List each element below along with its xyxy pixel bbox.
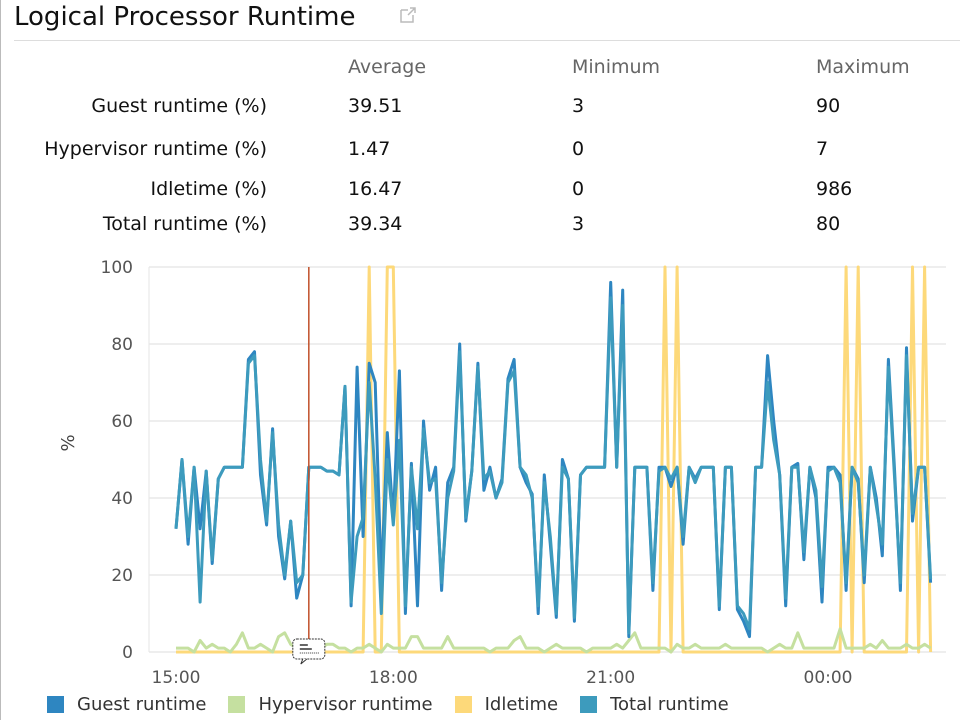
stat-row-label: Idletime (%) [150,178,267,200]
stat-value: 0 [572,138,585,160]
stat-value: 0 [572,178,585,200]
x-tick-label: 18:00 [369,668,418,688]
x-tick-label: 00:00 [804,668,853,688]
series-line-total-runtime [174,296,933,635]
stat-value: 16.47 [348,178,403,200]
legend-item[interactable]: Hypervisor runtime [228,694,433,715]
y-tick-label: 40 [111,489,133,509]
legend-item[interactable]: Guest runtime [47,694,206,715]
legend-item[interactable]: Idletime [454,694,559,715]
col-average: Average [348,56,427,78]
legend-swatch [580,696,598,713]
col-minimum: Minimum [572,56,661,78]
legend-label: Guest runtime [77,694,207,715]
stat-value: 7 [816,138,829,160]
page-title: Logical Processor Runtime [14,2,356,32]
stat-value: 80 [816,213,841,235]
y-tick-label: 100 [101,258,133,278]
stat-value: 3 [572,95,585,117]
y-tick-label: 60 [111,412,133,432]
y-axis-label: % [58,434,79,451]
stat-value: 3 [572,213,585,235]
stat-row-label: Total runtime (%) [102,213,267,235]
legend: Guest runtime Hypervisor runtime Idletime T… [47,694,751,715]
annotation-icon[interactable] [292,638,326,665]
legend-label: Idletime [484,694,559,715]
legend-label: Total runtime [610,694,729,715]
stat-value: 1.47 [348,138,391,160]
y-tick-label: 20 [111,566,133,586]
legend-swatch [454,696,472,713]
external-link-icon[interactable] [399,6,417,24]
legend-label: Hypervisor runtime [258,694,433,715]
stat-value: 90 [816,95,841,117]
series-line-hypervisor-runtime [176,627,932,654]
x-tick-label: 21:00 [586,668,635,688]
stat-value: 39.34 [348,213,403,235]
legend-swatch [228,696,246,713]
legend-swatch [47,696,64,713]
legend-item[interactable]: Total runtime [580,694,729,715]
stat-value: 39.51 [348,95,403,117]
divider [14,40,960,41]
y-tick-label: 80 [111,335,133,355]
y-tick-label: 0 [122,643,133,663]
x-tick-label: 15:00 [152,668,201,688]
stat-value: 986 [816,178,853,200]
col-maximum: Maximum [816,56,910,78]
stat-row-label: Guest runtime (%) [91,95,267,117]
stat-row-label: Hypervisor runtime (%) [44,138,267,160]
